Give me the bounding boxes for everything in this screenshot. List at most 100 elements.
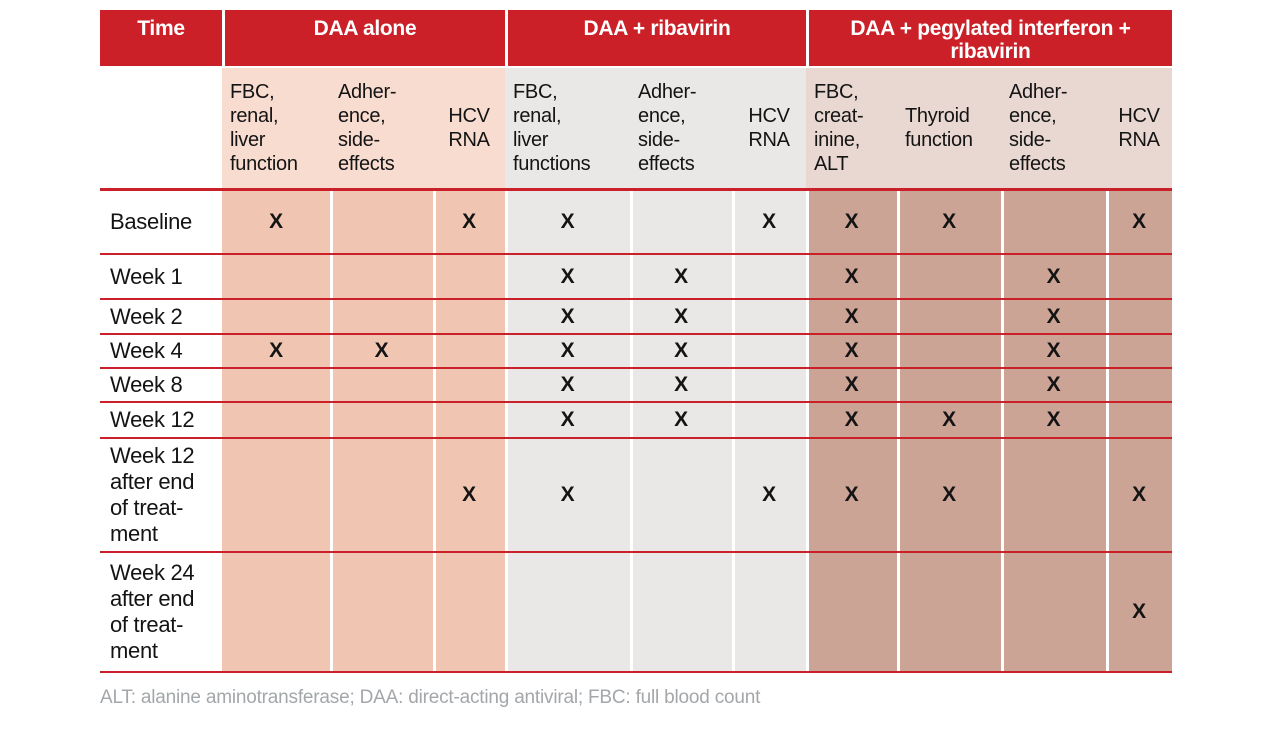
subheader-hcv-rna: HCV RNA [433,68,505,188]
subheader-fbc-creatinine-alt: FBC, creat- inine, ALT [806,68,897,188]
table-row: Week 12 X X X X X [100,401,1172,437]
x-mark-cell: X [222,335,330,367]
monitoring-schedule-table: Time DAA alone DAA + ribavirin DAA + peg… [100,10,1172,673]
abbreviations-footnote: ALT: alanine aminotransferase; DAA: dire… [100,687,761,708]
empty-cell [1106,403,1172,437]
x-mark-cell: X [1001,300,1106,333]
x-mark-cell: X [806,403,897,437]
header-group-daa-peg-interferon-ribavirin: DAA + pegylated interferon + ribavirin [806,10,1172,66]
table-body: Baseline X X X X X X X Week 1 X X X X Week 2 X X X X Week … [100,188,1172,673]
x-mark-cell: X [505,439,630,551]
empty-cell [222,255,330,298]
x-mark-cell: X [1001,255,1106,298]
subheader-fbc-renal-liver: FBC, renal, liver function [222,68,330,188]
subheader-row: FBC, renal, liver function Adher- ence, … [100,68,1172,188]
x-mark-cell: X [630,255,732,298]
subheader-adherence-side-effects-3: Adher- ence, side- effects [1001,68,1106,188]
x-mark-cell: X [1001,335,1106,367]
empty-cell [330,191,433,253]
empty-cell [1001,439,1106,551]
empty-cell [222,300,330,333]
x-mark-cell: X [732,439,806,551]
header-group-daa-alone: DAA alone [222,10,505,66]
empty-cell [330,553,433,671]
subheader-adherence-side-effects: Adher- ence, side- effects [330,68,433,188]
x-mark-cell: X [1001,403,1106,437]
subheader-thyroid-function: Thyroid function [897,68,1001,188]
empty-cell [732,369,806,401]
subheader-hcv-rna-2: HCV RNA [732,68,806,188]
x-mark-cell: X [806,255,897,298]
empty-cell [330,300,433,333]
empty-cell [732,300,806,333]
x-mark-cell: X [433,191,505,253]
empty-cell [505,553,630,671]
empty-cell [897,255,1001,298]
x-mark-cell: X [222,191,330,253]
header-group-daa-ribavirin: DAA + ribavirin [505,10,806,66]
x-mark-cell: X [732,191,806,253]
x-mark-cell: X [897,191,1001,253]
empty-cell [433,403,505,437]
empty-cell [1001,191,1106,253]
empty-cell [1106,335,1172,367]
x-mark-cell: X [806,335,897,367]
x-mark-cell: X [806,439,897,551]
subheader-spacer [100,68,222,188]
header-cell-time: Time [100,10,222,66]
x-mark-cell: X [505,191,630,253]
empty-cell [897,300,1001,333]
empty-cell [330,403,433,437]
empty-cell [222,553,330,671]
row-label: Baseline [100,191,222,253]
row-label: Week 24 after end of treat- ment [100,553,222,671]
empty-cell [630,191,732,253]
x-mark-cell: X [505,300,630,333]
empty-cell [330,369,433,401]
table-row: Baseline X X X X X X X [100,188,1172,253]
empty-cell [1106,300,1172,333]
x-mark-cell: X [1106,439,1172,551]
table-row: Week 24 after end of treat- ment X [100,551,1172,671]
subheader-adherence-side-effects-2: Adher- ence, side- effects [630,68,732,188]
empty-cell [1001,553,1106,671]
empty-cell [732,255,806,298]
empty-cell [897,553,1001,671]
x-mark-cell: X [897,403,1001,437]
x-mark-cell: X [630,300,732,333]
empty-cell [732,403,806,437]
x-mark-cell: X [897,439,1001,551]
x-mark-cell: X [505,335,630,367]
x-mark-cell: X [806,369,897,401]
x-mark-cell: X [630,335,732,367]
row-label: Week 8 [100,369,222,401]
x-mark-cell: X [505,403,630,437]
empty-cell [897,369,1001,401]
empty-cell [732,553,806,671]
subheader-hcv-rna-3: HCV RNA [1106,68,1172,188]
x-mark-cell: X [1001,369,1106,401]
empty-cell [732,335,806,367]
empty-cell [330,255,433,298]
empty-cell [433,300,505,333]
x-mark-cell: X [1106,191,1172,253]
empty-cell [630,439,732,551]
empty-cell [222,403,330,437]
header-row: Time DAA alone DAA + ribavirin DAA + peg… [100,10,1172,66]
row-label: Week 4 [100,335,222,367]
empty-cell [1106,255,1172,298]
x-mark-cell: X [330,335,433,367]
x-mark-cell: X [630,403,732,437]
row-label: Week 1 [100,255,222,298]
empty-cell [433,369,505,401]
x-mark-cell: X [806,191,897,253]
empty-cell [433,335,505,367]
table-row: Week 12 after end of treat- ment X X X X X X [100,437,1172,551]
x-mark-cell: X [433,439,505,551]
x-mark-cell: X [505,369,630,401]
subheader-fbc-renal-liver-2: FBC, renal, liver functions [505,68,630,188]
